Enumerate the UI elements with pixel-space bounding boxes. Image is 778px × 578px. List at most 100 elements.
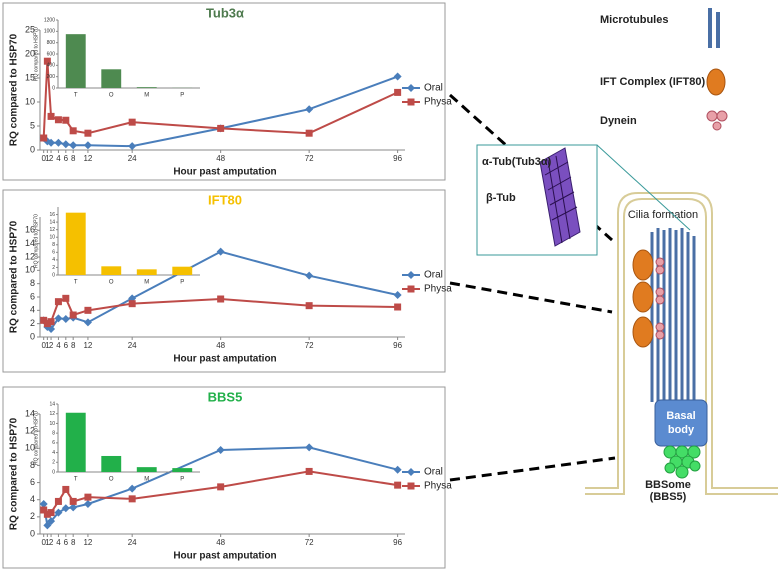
y-axis-label: RQ compared to HSP70: [9, 417, 20, 530]
y-tick-label: 1000: [44, 29, 55, 35]
legend-text: Physa: [424, 284, 452, 295]
label: Basal: [666, 410, 695, 422]
label: (BBS5): [650, 491, 687, 503]
legend-text: Oral: [424, 270, 443, 281]
x-tick-label: 4: [56, 538, 61, 547]
marker: [48, 318, 55, 325]
marker: [84, 494, 91, 501]
legend-text: Physa: [424, 481, 452, 492]
y-axis-label: RQ compared to HSP70: [33, 411, 39, 465]
legend-text: Microtubules: [600, 14, 668, 26]
bar: [66, 213, 86, 275]
y-tick-label: 10: [25, 96, 35, 106]
y-tick-label: 6: [30, 477, 35, 487]
x-tick-label: 12: [83, 538, 92, 547]
marker: [217, 446, 225, 454]
marker: [84, 500, 92, 508]
label: α-Tub(Tub3α): [482, 156, 552, 168]
marker: [84, 307, 91, 314]
marker: [55, 298, 62, 305]
x-tick-label: T: [74, 93, 78, 99]
x-tick-label: 6: [64, 538, 69, 547]
y-tick-label: 16: [49, 212, 55, 218]
bar: [101, 456, 121, 472]
x-tick-label: 48: [216, 341, 225, 350]
y-tick-label: 10: [49, 235, 55, 241]
y-tick-label: 200: [47, 74, 56, 80]
y-tick-label: 6: [52, 440, 55, 446]
x-tick-label: P: [180, 93, 184, 99]
label: body: [668, 424, 695, 436]
marker: [305, 272, 313, 280]
marker: [394, 304, 401, 311]
label: β-Tub: [486, 192, 516, 204]
y-tick-label: 0: [52, 272, 55, 278]
x-tick-label: 48: [216, 154, 225, 163]
y-tick-label: 2: [30, 318, 35, 328]
y-tick-label: 400: [47, 63, 56, 69]
x-tick-label: 6: [64, 341, 69, 350]
x-tick-label: 96: [393, 154, 402, 163]
marker: [306, 468, 313, 475]
x-tick-label: 24: [128, 538, 137, 547]
x-tick-label: O: [109, 280, 114, 286]
x-tick-label: 4: [56, 341, 61, 350]
marker: [217, 296, 224, 303]
marker: [62, 295, 69, 302]
chart-title: IFT80: [208, 192, 242, 207]
x-tick-label: 96: [393, 538, 402, 547]
marker: [394, 89, 401, 96]
y-tick-label: 6: [30, 291, 35, 301]
y-tick-label: 800: [47, 40, 56, 46]
marker: [129, 119, 136, 126]
marker: [306, 130, 313, 137]
y-axis-label: RQ compared to HSP70: [9, 33, 20, 146]
x-tick-label: T: [74, 477, 78, 483]
x-tick-label: T: [74, 280, 78, 286]
marker: [70, 312, 77, 319]
marker: [394, 466, 402, 474]
y-tick-label: 8: [30, 278, 35, 288]
ift-complex: [633, 250, 653, 347]
marker: [48, 113, 55, 120]
x-tick-label: 96: [393, 341, 402, 350]
y-tick-label: 0: [30, 331, 35, 341]
x-tick-label: O: [109, 93, 114, 99]
y-tick-label: 10: [49, 421, 55, 427]
legend-marker: [408, 99, 415, 106]
bar: [66, 34, 86, 88]
marker: [84, 130, 91, 137]
marker: [217, 248, 225, 256]
x-tick-label: 12: [83, 154, 92, 163]
x-tick-label: 72: [305, 341, 314, 350]
bar: [101, 69, 121, 88]
x-tick-label: 48: [216, 538, 225, 547]
marker: [129, 495, 136, 502]
x-tick-label: 2: [49, 538, 54, 547]
legend-marker: [408, 483, 415, 490]
y-tick-label: 0: [52, 85, 55, 91]
label: Cilia formation: [628, 209, 698, 221]
x-tick-label: M: [144, 477, 149, 483]
marker: [394, 482, 401, 489]
chart-title: Tub3α: [206, 5, 244, 20]
legend-icon: [710, 8, 718, 48]
marker: [70, 127, 77, 134]
y-tick-label: 4: [52, 450, 55, 456]
legend-icon: [707, 111, 727, 130]
label: BBSome: [645, 479, 691, 491]
x-tick-label: 2: [49, 341, 54, 350]
marker: [84, 141, 92, 149]
y-tick-label: 2: [30, 511, 35, 521]
y-tick-label: 14: [49, 401, 55, 407]
y-tick-label: 0: [30, 144, 35, 154]
legend-marker: [407, 468, 415, 476]
y-tick-label: 4: [52, 257, 55, 263]
marker: [55, 498, 62, 505]
marker: [305, 443, 313, 451]
marker: [84, 318, 92, 326]
marker: [217, 483, 224, 490]
x-tick-label: P: [180, 280, 184, 286]
marker: [394, 73, 402, 81]
